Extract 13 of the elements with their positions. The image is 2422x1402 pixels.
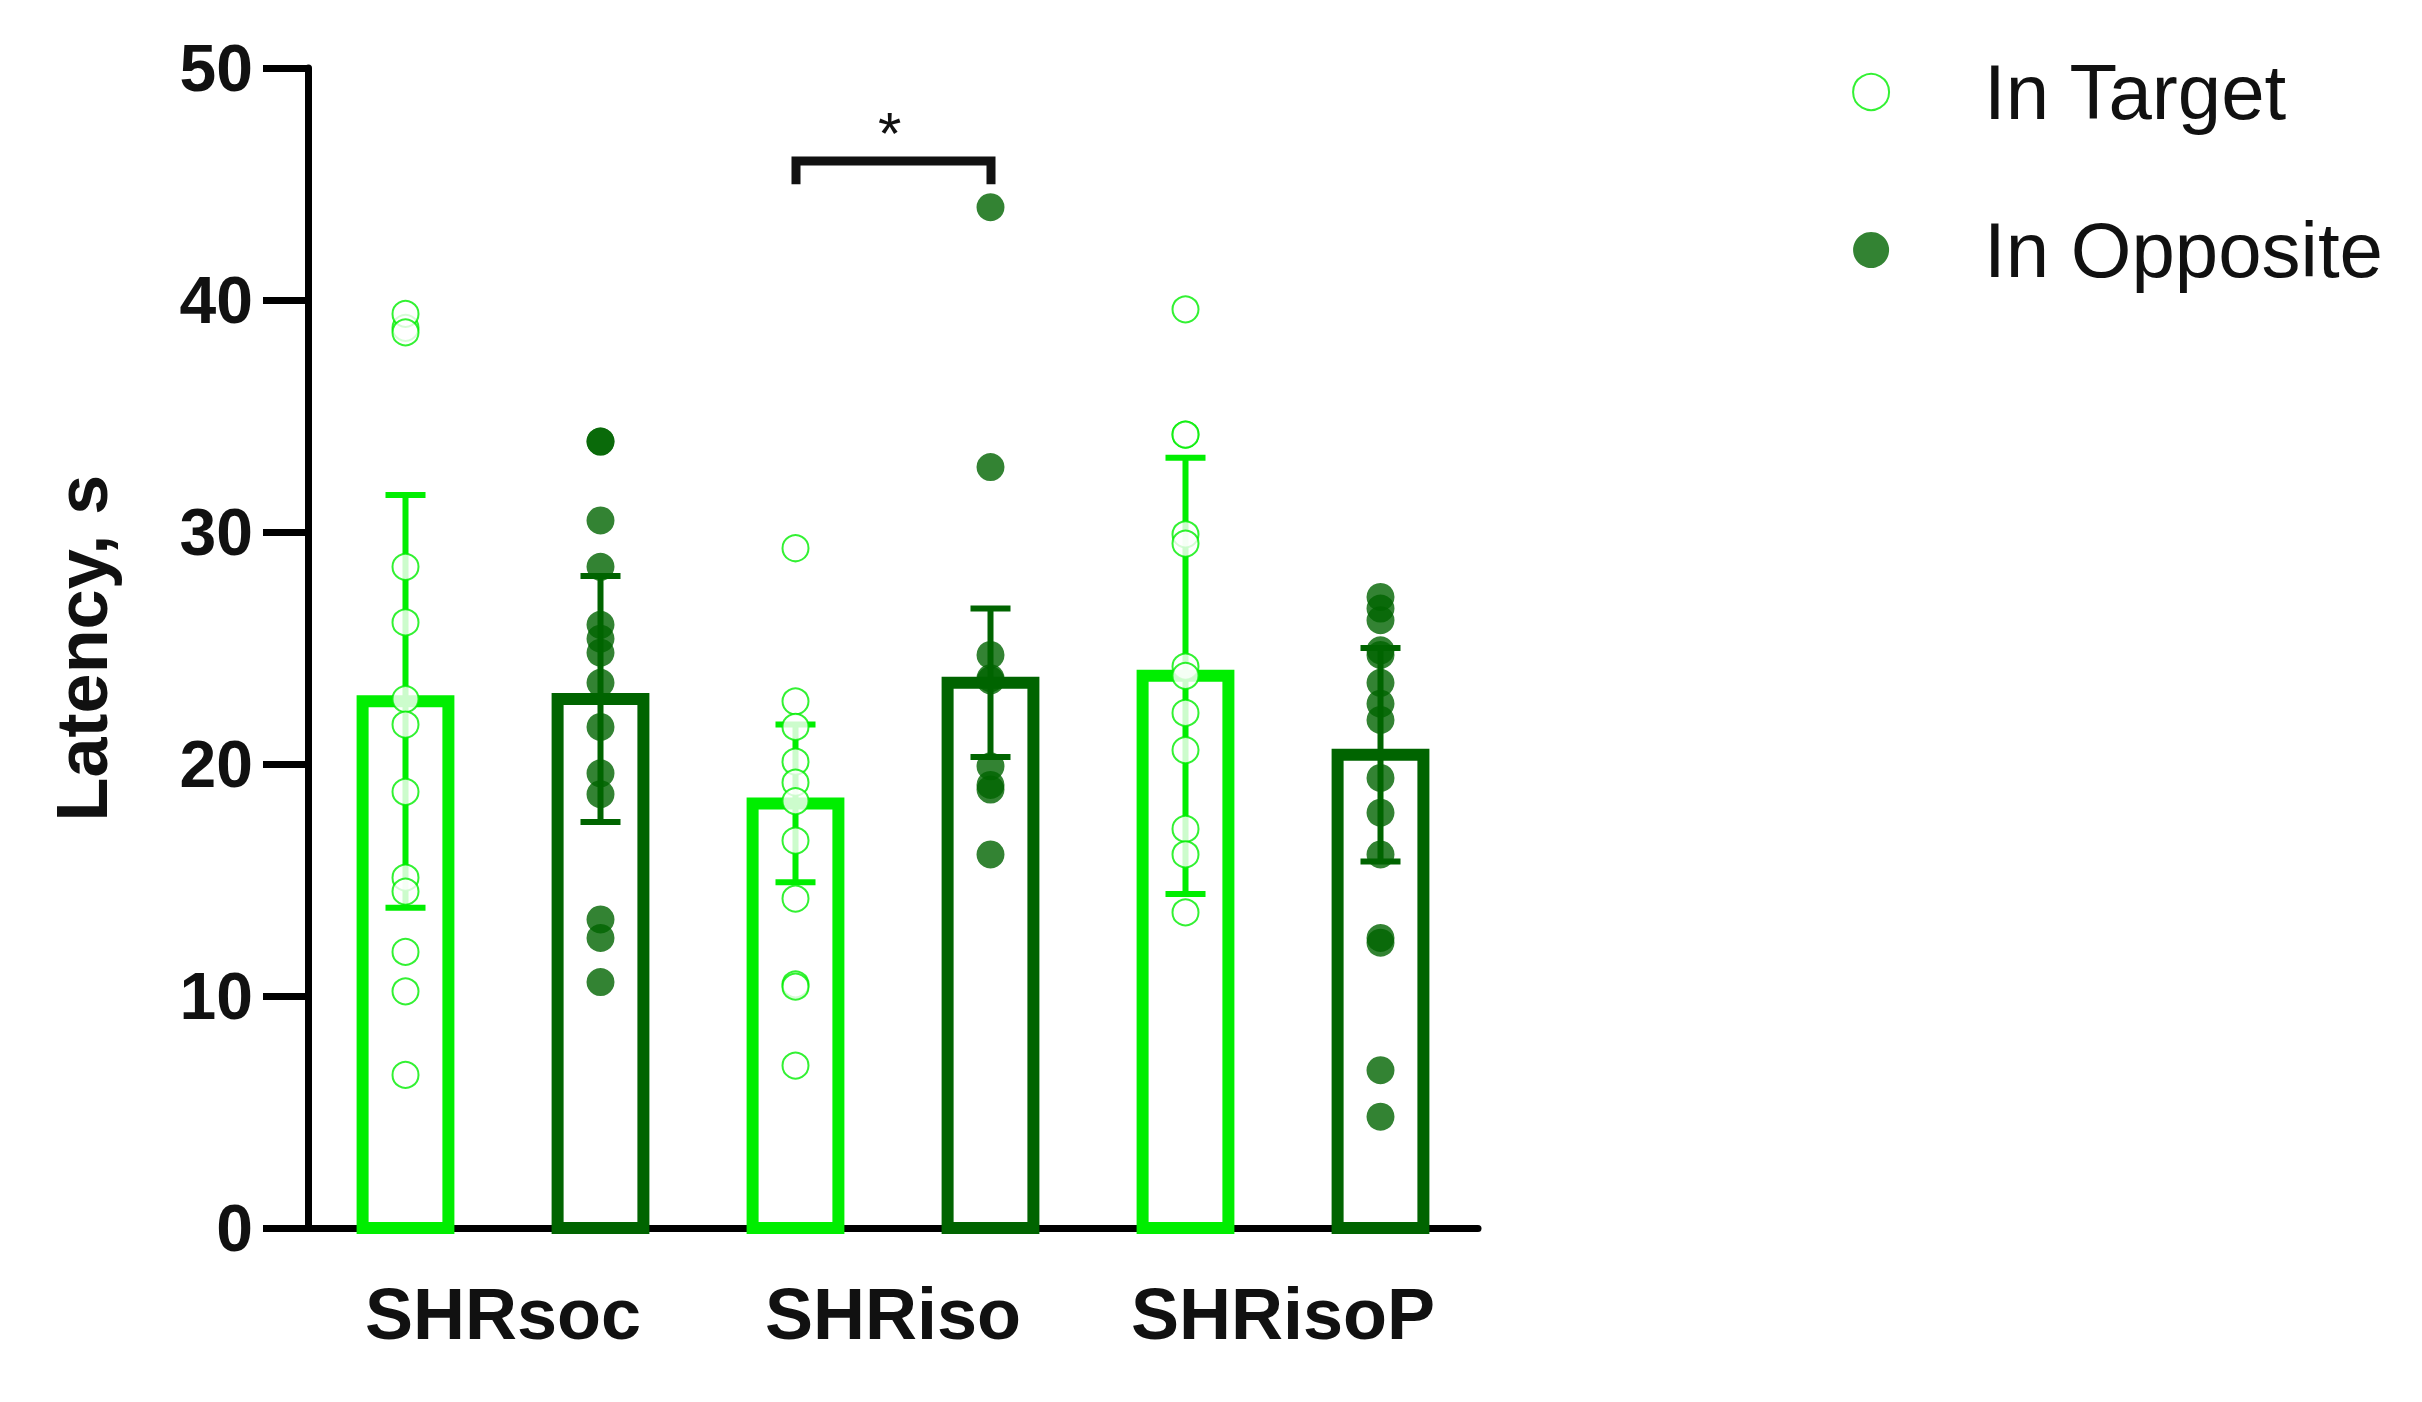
legend-label: In Opposite bbox=[1984, 206, 2384, 294]
y-tick-label: 20 bbox=[179, 727, 253, 801]
y-tick-label: 40 bbox=[179, 263, 253, 337]
x-tick-label: SHRisoP bbox=[1130, 1274, 1436, 1354]
y-tick-label: 50 bbox=[179, 31, 253, 105]
legend-label: In Target bbox=[1984, 48, 2287, 136]
y-tick-label: 10 bbox=[179, 959, 253, 1033]
y-tick-label: 30 bbox=[179, 495, 253, 569]
y-tick-label: 0 bbox=[216, 1191, 253, 1265]
annotation: * bbox=[878, 100, 902, 168]
x-tick-label: SHRsoc bbox=[364, 1274, 642, 1354]
x-tick-label: SHRiso bbox=[764, 1274, 1022, 1354]
y-axis-title: Latency, s bbox=[42, 474, 122, 822]
